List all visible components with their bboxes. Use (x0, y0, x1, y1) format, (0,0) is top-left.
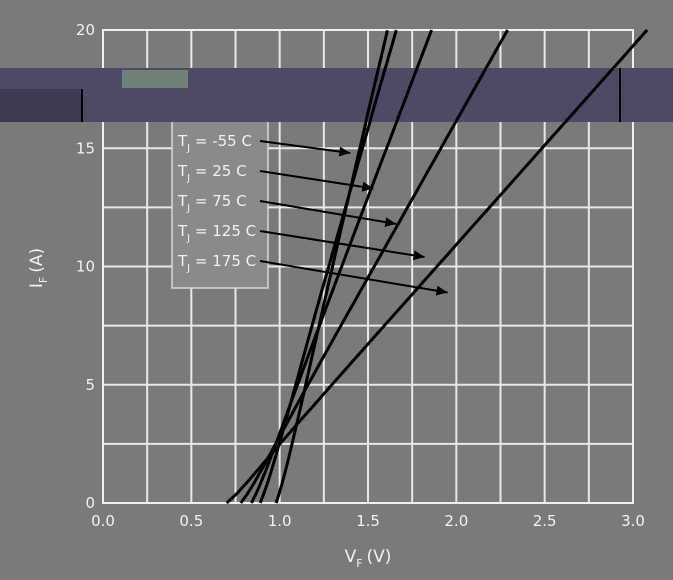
legend-arrowhead-series-5 (435, 285, 448, 296)
band-segment-series-5 (564, 67, 615, 123)
legend-label-series-1: TJ = -55 C (177, 132, 252, 154)
legend-label-series-3: TJ = 75 C (177, 192, 247, 214)
legend-arrow-series-5 (259, 260, 448, 294)
legend-label-series-2: TJ = 25 C (177, 162, 247, 184)
occlusion-band-edge (0, 89, 82, 122)
band-segment-series-4 (454, 67, 488, 123)
legend-arrow-series-1 (259, 140, 351, 154)
x-axis-symbol: V (345, 547, 357, 567)
plot-frame (102, 29, 634, 504)
x-axis-unit: (V) (367, 547, 392, 567)
occlusion-band (0, 68, 673, 122)
legend-label-series-5: TJ = 175 C (177, 252, 256, 274)
x-tick-label: 0.0 (91, 512, 115, 530)
legend-arrowhead-series-3 (384, 217, 397, 227)
occlusion-thumbnail (122, 70, 188, 88)
x-tick-label: 2.5 (533, 512, 557, 530)
band-segment-series-1 (364, 67, 380, 123)
x-axis-subscript: F (356, 557, 362, 570)
legend-label-series-4: TJ = 125 C (177, 222, 256, 244)
legend-arrowhead-series-1 (338, 146, 351, 157)
legend-arrow-series-3 (259, 200, 397, 225)
y-tick-labels: 0 5 10 15 20 (76, 21, 95, 512)
y-tick-label: 15 (76, 139, 95, 157)
band-curve-segments (364, 67, 615, 123)
legend-arrowhead-series-4 (412, 250, 425, 261)
legend: TJ = -55 C TJ = 25 C TJ = 75 C TJ = 125 C TJ… (177, 132, 256, 274)
x-tick-label: 0.5 (179, 512, 203, 530)
band-segment-series-3 (395, 67, 419, 123)
x-tick-labels: 0.0 0.5 1.0 1.5 2.0 2.5 3.0 (91, 512, 645, 530)
legend-arrow-series-4 (259, 230, 425, 259)
y-tick-label: 20 (76, 21, 95, 39)
legend-arrow-series-2 (259, 170, 374, 190)
y-tick-label: 10 (76, 258, 95, 276)
y-axis-title: IF (A) (27, 248, 50, 288)
y-axis-symbol: I (27, 283, 47, 288)
y-axis-unit: (A) (27, 248, 47, 273)
x-tick-label: 3.0 (621, 512, 645, 530)
y-axis-subscript: F (37, 277, 50, 283)
legend-arrowhead-series-2 (361, 181, 374, 192)
x-tick-label: 2.0 (444, 512, 468, 530)
band-segment-series-2 (368, 67, 387, 123)
y-tick-label: 5 (85, 376, 95, 394)
x-axis-title: VF (V) (345, 547, 392, 570)
legend-arrows (259, 140, 448, 296)
x-tick-label: 1.0 (268, 512, 292, 530)
x-tick-label: 1.5 (356, 512, 380, 530)
y-tick-label: 0 (85, 494, 95, 512)
